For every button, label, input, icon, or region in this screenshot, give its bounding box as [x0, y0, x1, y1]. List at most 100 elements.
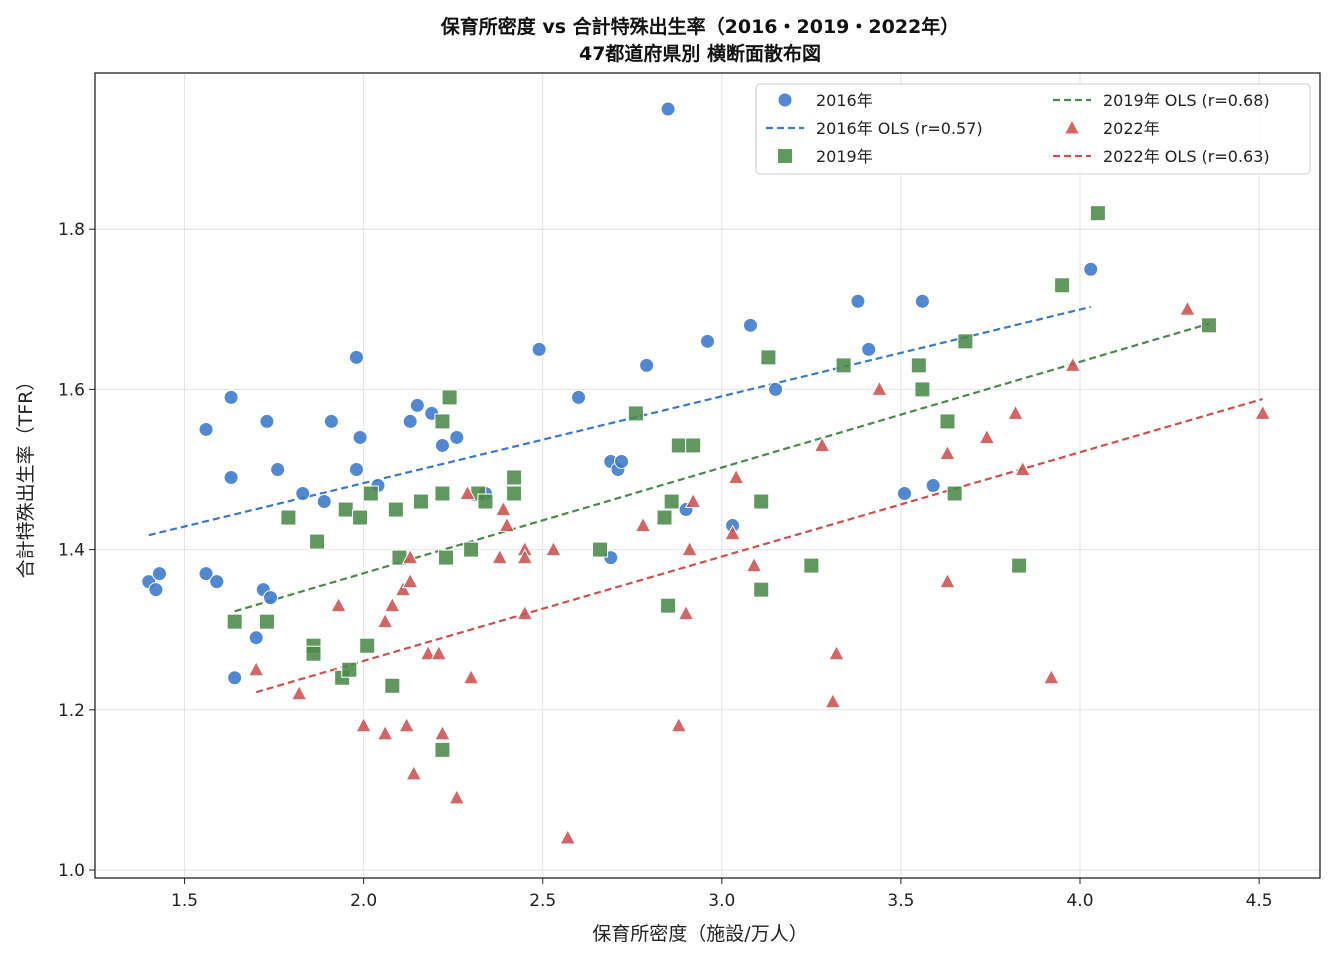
data-point-square: [753, 493, 770, 510]
data-point-square: [434, 741, 451, 758]
data-point-circle: [449, 429, 465, 445]
data-point-triangle: [1014, 460, 1032, 476]
data-point-triangle: [383, 596, 401, 613]
data-point-triangle: [724, 524, 741, 541]
data-point-square: [359, 637, 376, 654]
data-point-square: [434, 413, 451, 430]
data-point-triangle: [677, 604, 695, 621]
data-point-square: [803, 557, 820, 574]
data-point-triangle: [491, 548, 509, 565]
legend-marker-swatch: [1063, 118, 1081, 135]
data-point-circle: [209, 574, 225, 590]
data-point-triangle: [1007, 404, 1024, 420]
data-point-square: [305, 645, 322, 662]
data-point-triangle: [559, 828, 577, 845]
data-point-square: [1011, 557, 1028, 574]
data-point-triangle: [516, 604, 534, 621]
data-point-square: [670, 437, 687, 454]
data-point-circle: [639, 357, 655, 373]
data-point-triangle: [684, 492, 702, 509]
data-point-square: [663, 493, 680, 510]
data-point-square: [362, 485, 379, 502]
data-point-circle: [198, 421, 214, 437]
data-point-circle: [434, 437, 450, 453]
data-point-triangle: [405, 764, 423, 781]
legend-marker-swatch: [777, 92, 793, 108]
data-point-circle: [148, 582, 164, 598]
data-point-triangle: [394, 580, 412, 597]
data-point-triangle: [828, 644, 845, 661]
data-point-square: [506, 469, 523, 486]
data-point-triangle: [516, 548, 534, 565]
data-point-square: [957, 333, 974, 350]
data-point-square: [384, 677, 401, 694]
data-point-square: [309, 533, 326, 550]
data-point-triangle: [871, 380, 888, 396]
data-point-circle: [259, 413, 275, 429]
data-point-circle: [223, 389, 239, 405]
data-point-circle: [571, 389, 587, 405]
data-point-square: [387, 501, 404, 518]
legend-label: 2016年 OLS (r=0.57): [816, 119, 983, 138]
data-point-triangle: [824, 692, 842, 709]
ols-line: [255, 397, 1263, 694]
y-tick-label: 1.0: [58, 861, 85, 881]
data-point-circle: [223, 470, 239, 486]
data-point-square: [352, 509, 369, 526]
data-point-circle: [660, 101, 676, 117]
data-point-triangle: [434, 724, 451, 741]
data-point-triangle: [448, 788, 466, 805]
data-point-square: [258, 613, 275, 630]
x-tick-label: 4.0: [1066, 891, 1093, 911]
data-point-triangle: [401, 572, 419, 589]
x-tick-label: 2.5: [529, 891, 556, 911]
grid: [95, 73, 1320, 878]
legend-label: 2019年 OLS (r=0.68): [1103, 91, 1270, 110]
data-point-triangle: [459, 484, 476, 501]
data-point-circle: [768, 381, 784, 397]
data-point-triangle: [355, 716, 372, 733]
data-point-triangle: [462, 668, 480, 685]
x-tick-label: 2.0: [350, 891, 377, 911]
data-point-triangle: [419, 644, 437, 661]
data-point-square: [946, 485, 963, 502]
data-point-triangle: [1179, 300, 1196, 316]
data-point-square: [627, 405, 644, 422]
data-point-triangle: [939, 572, 956, 589]
data-point-circle: [742, 317, 758, 333]
data-point-square: [939, 413, 956, 430]
x-axis-label: 保育所密度（施設/万人）: [592, 923, 807, 945]
data-point-triangle: [813, 436, 831, 452]
data-point-circle: [925, 478, 941, 494]
ols-line: [148, 305, 1092, 537]
data-point-circle: [531, 341, 547, 357]
data-point-triangle: [247, 660, 265, 677]
data-point-square: [910, 357, 927, 374]
y-tick-label: 1.4: [58, 541, 85, 561]
data-point-square: [914, 381, 931, 398]
y-axis-label: 合計特殊出生率（TFR）: [15, 372, 37, 579]
x-tick-label: 3.5: [887, 891, 914, 911]
data-point-triangle: [670, 716, 688, 733]
data-point-square: [1054, 277, 1071, 294]
legend: 2016年 2016年 OLS (r=0.57) 2019年 2019年 OLS (r…: [755, 83, 1311, 175]
data-point-triangle: [1064, 356, 1082, 372]
data-point-square: [477, 493, 494, 510]
data-point-circle: [295, 486, 311, 502]
data-point-square: [506, 485, 523, 502]
data-points: [141, 101, 1272, 845]
data-point-square: [660, 597, 677, 614]
data-point-square: [412, 493, 429, 510]
data-point-circle: [227, 670, 243, 686]
data-point-circle: [348, 349, 364, 365]
data-point-circle: [614, 453, 630, 469]
x-tick-label: 3.0: [708, 891, 735, 911]
data-point-circle: [861, 341, 877, 357]
legend-label: 2022年: [1103, 119, 1160, 138]
data-point-triangle: [545, 540, 562, 557]
data-point-circle: [897, 486, 913, 502]
data-point-triangle: [1254, 404, 1272, 420]
legend-marker-swatch: [777, 148, 793, 164]
data-point-triangle: [376, 612, 394, 629]
